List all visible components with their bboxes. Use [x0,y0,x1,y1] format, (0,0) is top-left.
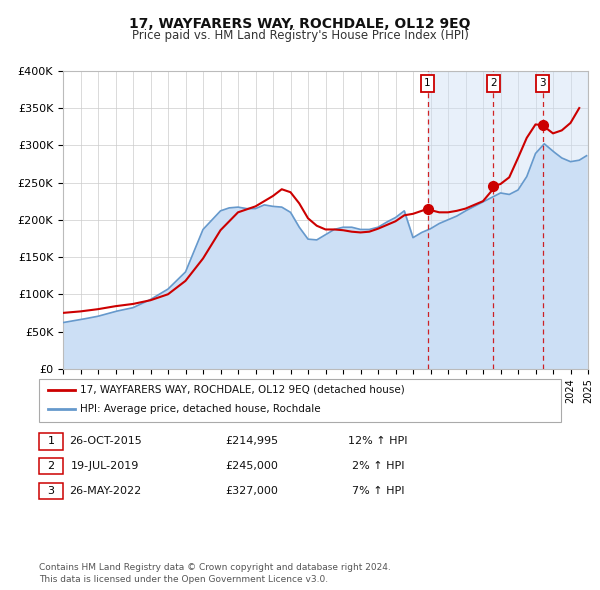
Text: 26-MAY-2022: 26-MAY-2022 [69,486,141,496]
Text: 19-JUL-2019: 19-JUL-2019 [71,461,139,471]
Text: 2% ↑ HPI: 2% ↑ HPI [352,461,404,471]
Text: 2: 2 [47,461,55,471]
Text: 1: 1 [424,78,431,88]
Text: 1: 1 [47,437,55,446]
Text: £214,995: £214,995 [226,437,278,446]
Text: 7% ↑ HPI: 7% ↑ HPI [352,486,404,496]
Bar [428,71,588,369]
Text: £327,000: £327,000 [226,486,278,496]
Text: 2: 2 [490,78,497,88]
Text: 3: 3 [539,78,546,88]
Text: 26-OCT-2015: 26-OCT-2015 [68,437,142,446]
Text: Price paid vs. HM Land Registry's House Price Index (HPI): Price paid vs. HM Land Registry's House … [131,30,469,42]
Text: 17, WAYFARERS WAY, ROCHDALE, OL12 9EQ (detached house): 17, WAYFARERS WAY, ROCHDALE, OL12 9EQ (d… [80,385,404,395]
Text: HPI: Average price, detached house, Rochdale: HPI: Average price, detached house, Roch… [80,404,320,414]
Text: 17, WAYFARERS WAY, ROCHDALE, OL12 9EQ: 17, WAYFARERS WAY, ROCHDALE, OL12 9EQ [129,17,471,31]
Text: 3: 3 [47,486,55,496]
Text: £245,000: £245,000 [226,461,278,471]
Text: 12% ↑ HPI: 12% ↑ HPI [348,437,408,446]
Text: Contains HM Land Registry data © Crown copyright and database right 2024.
This d: Contains HM Land Registry data © Crown c… [39,563,391,584]
